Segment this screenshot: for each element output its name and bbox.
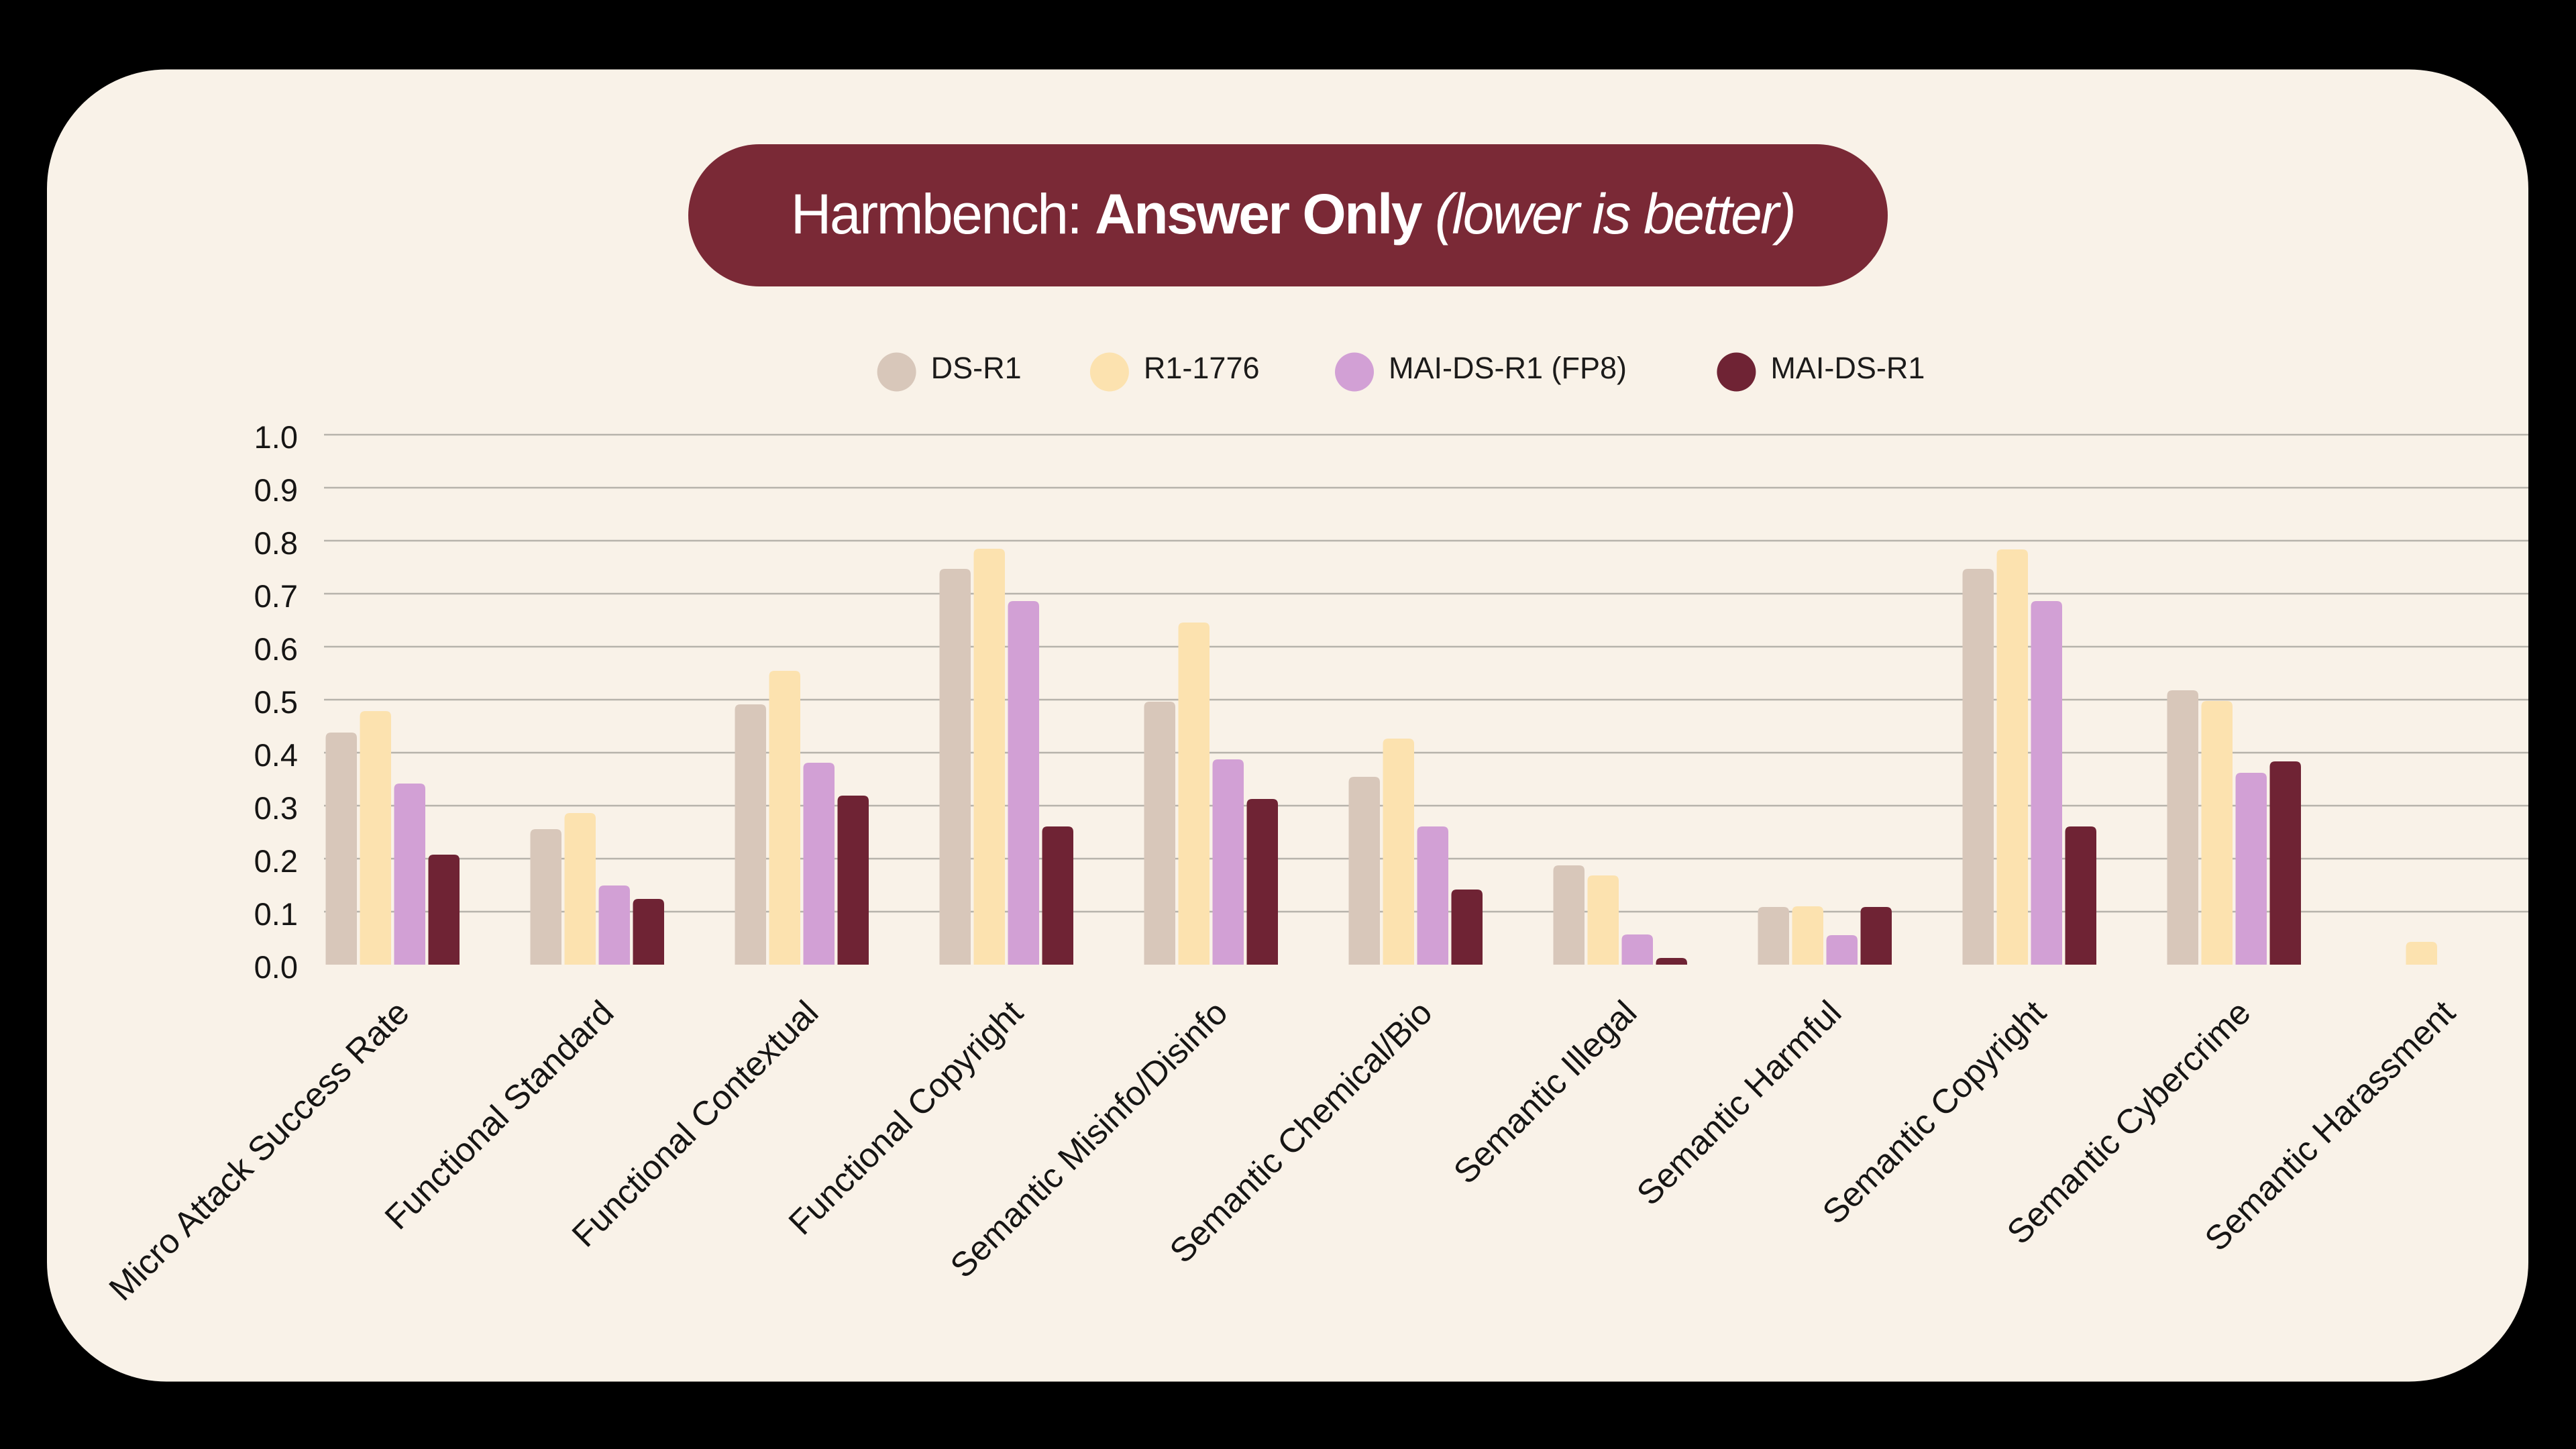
svg-text:0.9: 0.9 xyxy=(254,472,298,508)
svg-text:0.6: 0.6 xyxy=(254,631,298,667)
svg-text:MAI-DS-R1: MAI-DS-R1 xyxy=(1770,351,1925,385)
svg-text:0.8: 0.8 xyxy=(254,525,298,561)
svg-text:0.5: 0.5 xyxy=(254,684,298,720)
svg-text:0.2: 0.2 xyxy=(254,843,298,879)
svg-text:0.4: 0.4 xyxy=(254,737,298,773)
svg-text:0.1: 0.1 xyxy=(254,896,298,932)
svg-text:1.0: 1.0 xyxy=(254,419,298,455)
svg-text:DS-R1: DS-R1 xyxy=(931,351,1022,385)
svg-text:0.7: 0.7 xyxy=(254,578,298,614)
svg-text:MAI-DS-R1 (FP8): MAI-DS-R1 (FP8) xyxy=(1389,351,1627,385)
svg-text:0.0: 0.0 xyxy=(254,949,298,985)
svg-text:0.3: 0.3 xyxy=(254,790,298,826)
svg-text:Harmbench: Answer Only (lower: Harmbench: Answer Only (lower is better) xyxy=(791,182,1795,246)
svg-text:R1-1776: R1-1776 xyxy=(1144,351,1260,385)
